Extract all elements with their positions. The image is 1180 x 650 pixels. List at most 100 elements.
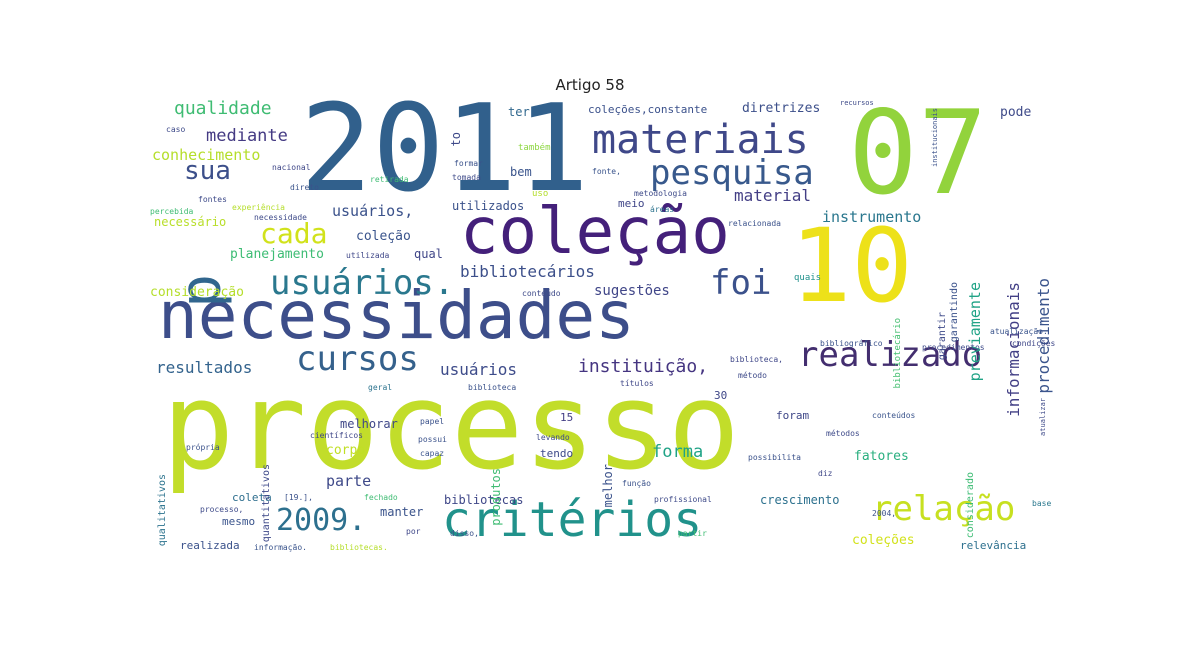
word-cloud-word: planejamento <box>230 247 324 262</box>
word-cloud-word: processo <box>162 358 740 497</box>
word-cloud-word: melhorar <box>340 417 398 431</box>
word-cloud-word: profissional <box>654 495 712 504</box>
word-cloud-word: bibliotecas. <box>330 543 388 552</box>
word-cloud-word: crescimento <box>760 493 840 507</box>
word-cloud-word: papel <box>420 417 445 426</box>
word-cloud-word: fontes <box>198 195 227 204</box>
word-cloud-word: atualizar <box>1039 398 1047 436</box>
word-cloud-word: quantitativos <box>261 464 272 543</box>
word-cloud-word: procedimentos <box>922 343 985 352</box>
word-cloud-word: relação <box>872 489 1016 529</box>
word-cloud-word: cursos <box>296 339 419 379</box>
word-cloud-word: conteúdo <box>522 289 561 298</box>
word-cloud-word: meio <box>618 197 645 210</box>
word-cloud-word: resultados <box>156 358 253 377</box>
word-cloud-word: biblioteca, <box>730 355 783 364</box>
word-cloud-word: atualização. <box>990 327 1048 336</box>
word-cloud-word: títulos <box>620 379 654 388</box>
word-cloud-word: 2011 <box>300 98 589 219</box>
word-cloud-word: [19.], <box>284 493 313 502</box>
word-cloud-word: bibliotecários <box>460 262 595 281</box>
word-cloud-word: usuários <box>440 360 518 379</box>
word-cloud-word: cada <box>260 217 328 250</box>
word-cloud-word: coleta <box>232 491 272 504</box>
word-cloud-word: qualidade <box>174 98 272 119</box>
word-cloud-word: tomada <box>452 173 481 182</box>
word-cloud-word: informação. <box>254 543 307 552</box>
word-cloud-word: processo, <box>200 505 244 514</box>
word-cloud-word: corpo <box>326 443 366 458</box>
word-cloud-word: 2009. <box>276 503 367 538</box>
word-cloud-word: material <box>734 186 812 205</box>
word-cloud-word: manter <box>380 505 424 519</box>
word-cloud-word: metodologia <box>634 189 687 198</box>
word-cloud-word: informacionais <box>1004 282 1023 417</box>
word-cloud-word: disso, <box>450 529 479 538</box>
word-cloud-word: necessário <box>154 215 227 229</box>
word-cloud-word: coleções <box>852 533 915 548</box>
word-cloud-word: melhor <box>601 464 615 508</box>
word-cloud-word: materiais <box>592 117 809 163</box>
word-cloud-word: geral <box>368 383 393 392</box>
word-cloud-word: instituição, <box>578 356 709 377</box>
word-cloud-word: foram <box>776 409 810 422</box>
word-cloud-word: utilizada <box>346 251 390 260</box>
word-cloud-word: uso <box>532 189 549 199</box>
word-cloud-word: científicos <box>310 431 363 440</box>
word-cloud-word: realizada <box>180 539 240 552</box>
word-cloud-word: formar <box>454 159 483 168</box>
word-cloud-word: qual <box>414 247 443 261</box>
word-cloud-word: bibliográfico <box>820 339 883 348</box>
word-cloud-word: levando <box>536 433 570 442</box>
word-cloud-word: 10 <box>790 207 913 326</box>
word-cloud-word: percebida <box>150 207 194 216</box>
word-cloud-word: fonte, <box>592 167 621 176</box>
word-cloud-word: capaz <box>420 449 445 458</box>
word-cloud-word: sua <box>184 156 231 186</box>
word-cloud-word: foi <box>710 263 772 303</box>
word-cloud-word: mediante <box>206 126 288 146</box>
word-cloud-word: sugestões <box>594 283 670 299</box>
word-cloud-word: 2004, <box>872 509 897 518</box>
word-cloud-word: direto <box>290 183 319 192</box>
word-cloud-word: biblioteca <box>468 383 517 392</box>
word-cloud-word: áreas <box>650 205 675 214</box>
word-cloud-word: ter <box>508 105 530 119</box>
word-cloud-word: também <box>518 143 551 153</box>
word-cloud-word: instrumento <box>822 208 922 226</box>
word-cloud-word: pesquisa <box>650 153 814 193</box>
word-cloud-word: coleções,constante <box>588 103 708 116</box>
word-cloud-word: garantindo <box>949 282 960 343</box>
word-cloud-word: partir <box>678 529 707 538</box>
word-cloud-word: relevância <box>960 539 1027 552</box>
word-cloud-word: coleção <box>356 229 411 244</box>
word-cloud-word: to <box>449 132 463 147</box>
word-cloud-word: fechado <box>364 493 398 502</box>
word-cloud-word: diz <box>818 469 833 478</box>
word-cloud-word: pode <box>1000 105 1032 120</box>
word-cloud-word: relacionada <box>728 219 781 228</box>
figure-title: Artigo 58 <box>555 76 625 94</box>
word-cloud-word: caso <box>166 125 186 134</box>
word-cloud-word: diretrizes <box>742 101 821 116</box>
word-cloud-word: possibilita <box>748 453 801 462</box>
word-cloud-word: 15 <box>560 411 574 424</box>
word-cloud-word: fatores <box>854 449 909 464</box>
word-cloud-word: considerando <box>1053 208 1055 288</box>
word-cloud-word: garantir <box>937 312 948 361</box>
word-cloud-word: realizado <box>798 335 983 375</box>
word-cloud-word: consideração <box>150 285 244 300</box>
word-cloud-word: necessidades <box>158 277 635 354</box>
word-cloud-word: experiência <box>232 203 285 212</box>
word-cloud-word: bem <box>510 165 532 179</box>
word-cloud-word: forma <box>652 442 704 462</box>
word-cloud-word: possui <box>418 435 447 444</box>
word-cloud-word: condições <box>1012 339 1055 348</box>
word-cloud-word: base <box>1032 499 1052 508</box>
word-cloud-word: conhecimento <box>152 146 261 164</box>
word-cloud-word: mesmo <box>222 515 256 528</box>
word-cloud-word: retirada <box>370 175 409 184</box>
word-cloud-word: previamente <box>966 282 984 382</box>
word-cloud-word: bibliotecas <box>444 493 524 507</box>
word-cloud-word: método <box>738 371 767 380</box>
